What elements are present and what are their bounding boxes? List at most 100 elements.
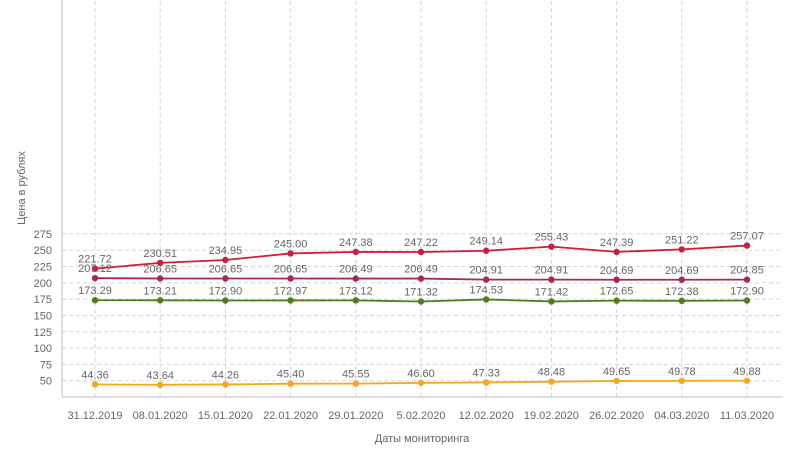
data-label: 206.49 <box>404 264 438 276</box>
data-point <box>352 275 359 282</box>
data-point <box>678 377 685 385</box>
data-label: 172.90 <box>730 285 764 297</box>
data-labels: 221.72 230.51 234.95 245.00 247.38 247.22 249.… <box>78 231 764 382</box>
data-point <box>417 298 425 305</box>
data-label: 207.12 <box>78 263 112 275</box>
data-label: 172.97 <box>274 285 308 297</box>
data-label: 45.40 <box>277 369 305 381</box>
y-tick-label: 225 <box>34 262 52 274</box>
data-point <box>222 256 229 264</box>
data-label: 172.90 <box>209 285 243 297</box>
data-label: 245.00 <box>274 238 308 250</box>
data-point <box>222 275 229 282</box>
data-label: 247.22 <box>404 237 438 249</box>
data-point <box>91 297 99 304</box>
data-label: 49.88 <box>733 366 761 378</box>
data-label: 204.91 <box>469 265 503 277</box>
data-point <box>91 274 99 282</box>
y-tick-label: 175 <box>34 294 52 306</box>
data-label: 171.42 <box>535 286 569 298</box>
data-label: 49.65 <box>603 366 631 378</box>
data-label: 247.39 <box>600 237 634 249</box>
data-point <box>287 250 294 257</box>
data-point <box>613 276 620 283</box>
data-label: 251.22 <box>665 234 699 246</box>
data-point <box>743 276 751 283</box>
data-label: 173.29 <box>78 285 112 297</box>
y-tick-label: 100 <box>34 343 52 355</box>
data-point <box>548 298 555 305</box>
data-point <box>91 265 99 272</box>
data-label: 204.91 <box>535 265 569 277</box>
data-point <box>222 381 229 388</box>
data-point <box>678 246 685 253</box>
data-point <box>483 247 490 254</box>
x-tick-label: 29.01.2020 <box>328 410 383 422</box>
y-tick-label: 200 <box>34 278 52 290</box>
grid <box>61 0 783 398</box>
data-label: 44.36 <box>81 369 109 381</box>
y-tick-label: 50 <box>40 376 52 388</box>
data-label: 46.60 <box>407 368 435 380</box>
y-tick-label: 75 <box>40 359 52 371</box>
data-label: 174.53 <box>469 284 503 296</box>
data-point <box>417 275 425 282</box>
x-axis-ticks: 31.12.2019 08.01.2020 15.01.2020 22.01.2020… <box>67 410 774 422</box>
data-point <box>548 276 555 283</box>
data-point <box>613 377 620 385</box>
data-point <box>417 248 425 256</box>
data-point <box>287 297 294 304</box>
data-label: 234.95 <box>209 245 243 257</box>
data-point <box>613 297 620 304</box>
x-tick-label: 04.03.2020 <box>654 410 709 422</box>
data-point <box>287 380 294 387</box>
y-tick-label: 150 <box>34 310 52 322</box>
data-label: 206.65 <box>143 263 177 275</box>
x-tick-label: 08.01.2020 <box>133 410 188 422</box>
data-label: 49.78 <box>668 366 696 378</box>
data-label: 247.38 <box>339 237 373 249</box>
data-point <box>352 380 359 387</box>
data-point <box>743 377 751 384</box>
x-axis-title: Даты мониторинга <box>375 433 470 445</box>
data-point <box>548 243 555 250</box>
x-tick-label: 11.03.2020 <box>720 410 774 422</box>
data-label: 257.07 <box>730 231 764 243</box>
data-point <box>352 248 359 256</box>
x-tick-label: 5.02.2020 <box>397 410 446 422</box>
data-label: 206.49 <box>339 264 373 276</box>
data-point <box>678 276 685 283</box>
x-tick-label: 19.02.2020 <box>524 410 579 422</box>
y-tick-label: 250 <box>34 245 52 257</box>
x-tick-label: 22.01.2020 <box>263 410 318 422</box>
data-label: 255.43 <box>535 232 569 244</box>
data-label: 173.21 <box>143 285 177 297</box>
data-label: 48.48 <box>538 367 566 379</box>
data-label: 172.38 <box>665 286 699 298</box>
data-point <box>743 297 751 304</box>
data-label: 204.69 <box>665 265 699 277</box>
data-point <box>743 242 751 249</box>
data-label: 173.12 <box>339 285 373 297</box>
x-tick-label: 26.02.2020 <box>589 410 644 422</box>
data-label: 249.14 <box>469 236 503 248</box>
data-label: 204.69 <box>600 265 634 277</box>
data-label: 206.65 <box>209 263 243 275</box>
data-point <box>483 296 490 303</box>
data-label: 44.26 <box>212 369 240 381</box>
data-point <box>678 297 685 305</box>
data-label: 171.32 <box>404 287 438 299</box>
data-label: 221.72 <box>78 254 112 266</box>
y-axis-ticks: 50 75 100 125 150 175 200 225 250 275 <box>34 229 52 388</box>
data-point <box>157 275 164 282</box>
data-label: 206.65 <box>274 263 308 275</box>
data-point <box>613 248 620 256</box>
y-tick-label: 125 <box>34 327 52 339</box>
data-point <box>157 259 164 267</box>
data-label: 45.55 <box>342 369 370 381</box>
data-label: 43.64 <box>146 370 174 382</box>
data-point <box>352 297 359 304</box>
data-label: 172.65 <box>600 286 634 298</box>
data-point <box>91 381 99 388</box>
